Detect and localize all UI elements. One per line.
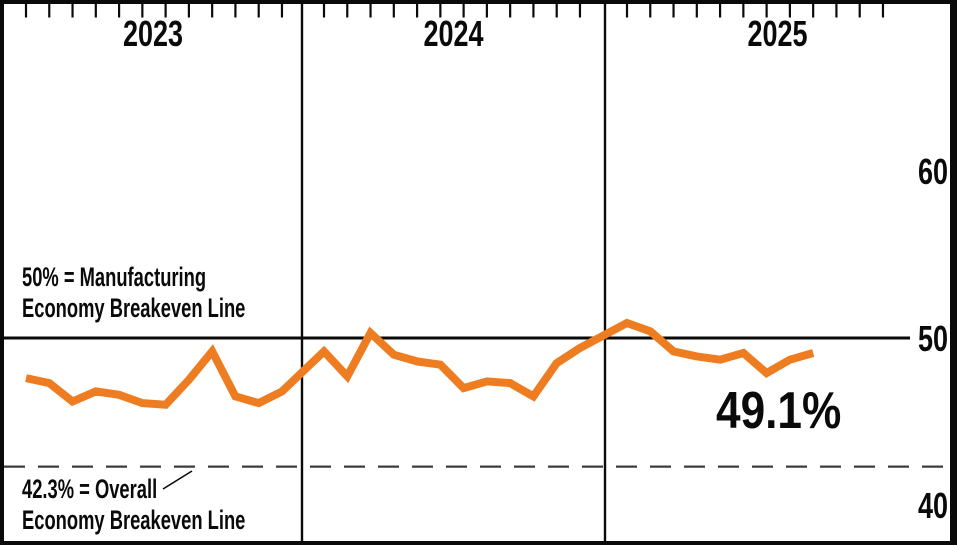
month-tick-2023-7 [164,4,167,18]
month-tick-2024-7 [462,4,465,18]
latest-value-label: 49.1% [716,382,841,440]
year-label-2024: 2024 [423,13,483,54]
month-tick-2025-4 [695,4,698,18]
month-tick-2023-2 [48,4,51,18]
month-tick-2024-12 [578,4,582,18]
y-axis-label-40: 40 [918,485,948,526]
month-tick-2023-1 [24,4,28,18]
frame-border-left [0,0,4,545]
month-tick-2023-12 [280,4,284,18]
breakeven-line-50 [4,336,910,340]
month-tick-2025-7 [765,4,768,18]
month-tick-2025-8 [788,4,791,18]
month-tick-2025-10 [835,4,838,18]
overall-breakeven-note-line2: Economy Breakeven Line [22,504,246,534]
y-axis-label-60: 60 [918,151,948,192]
frame-border-right [950,0,957,545]
manufacturing-breakeven-note-line2: Economy Breakeven Line [22,292,246,322]
frame-border-top [0,0,957,4]
month-tick-2023-5 [117,4,121,18]
pmi-series-line [25,318,815,409]
month-tick-2024-8 [485,4,488,18]
year-divider-2025 [603,4,607,541]
month-tick-2025-11 [858,4,861,18]
month-tick-2025-3 [672,4,675,18]
year-label-2025: 2025 [747,13,807,54]
month-tick-2024-11 [555,4,558,18]
month-tick-2024-5 [415,4,419,18]
month-tick-2025-6 [742,4,745,18]
month-tick-2024-4 [392,4,395,18]
month-tick-2023-8 [187,4,190,18]
overall-breakeven-note-line1: 42.3% = Overall [22,473,157,503]
month-tick-2023-11 [257,4,260,18]
month-tick-2023-9 [211,4,214,18]
month-tick-2023-6 [141,4,144,18]
month-tick-2025-9 [812,4,815,18]
month-tick-2023-3 [71,4,74,18]
month-tick-2023-4 [94,4,97,18]
month-tick-2024-1 [322,4,326,18]
frame-border-bottom [0,541,957,545]
month-tick-2025-5 [718,4,722,18]
overall-breakeven-callout-line [162,470,193,490]
month-tick-2024-2 [346,4,349,18]
month-tick-2024-3 [369,4,372,18]
month-tick-2023-10 [234,4,237,18]
month-tick-2024-9 [509,4,512,18]
year-label-2023: 2023 [123,13,183,54]
year-divider-2024 [300,4,304,541]
manufacturing-breakeven-note-line1: 50% = Manufacturing [22,261,206,291]
month-tick-2024-10 [532,4,535,18]
month-tick-2024-6 [439,4,442,18]
month-tick-2025-1 [625,4,629,18]
y-axis-label-50: 50 [918,318,948,359]
month-tick-2025-12 [881,4,885,18]
month-tick-2025-2 [649,4,652,18]
